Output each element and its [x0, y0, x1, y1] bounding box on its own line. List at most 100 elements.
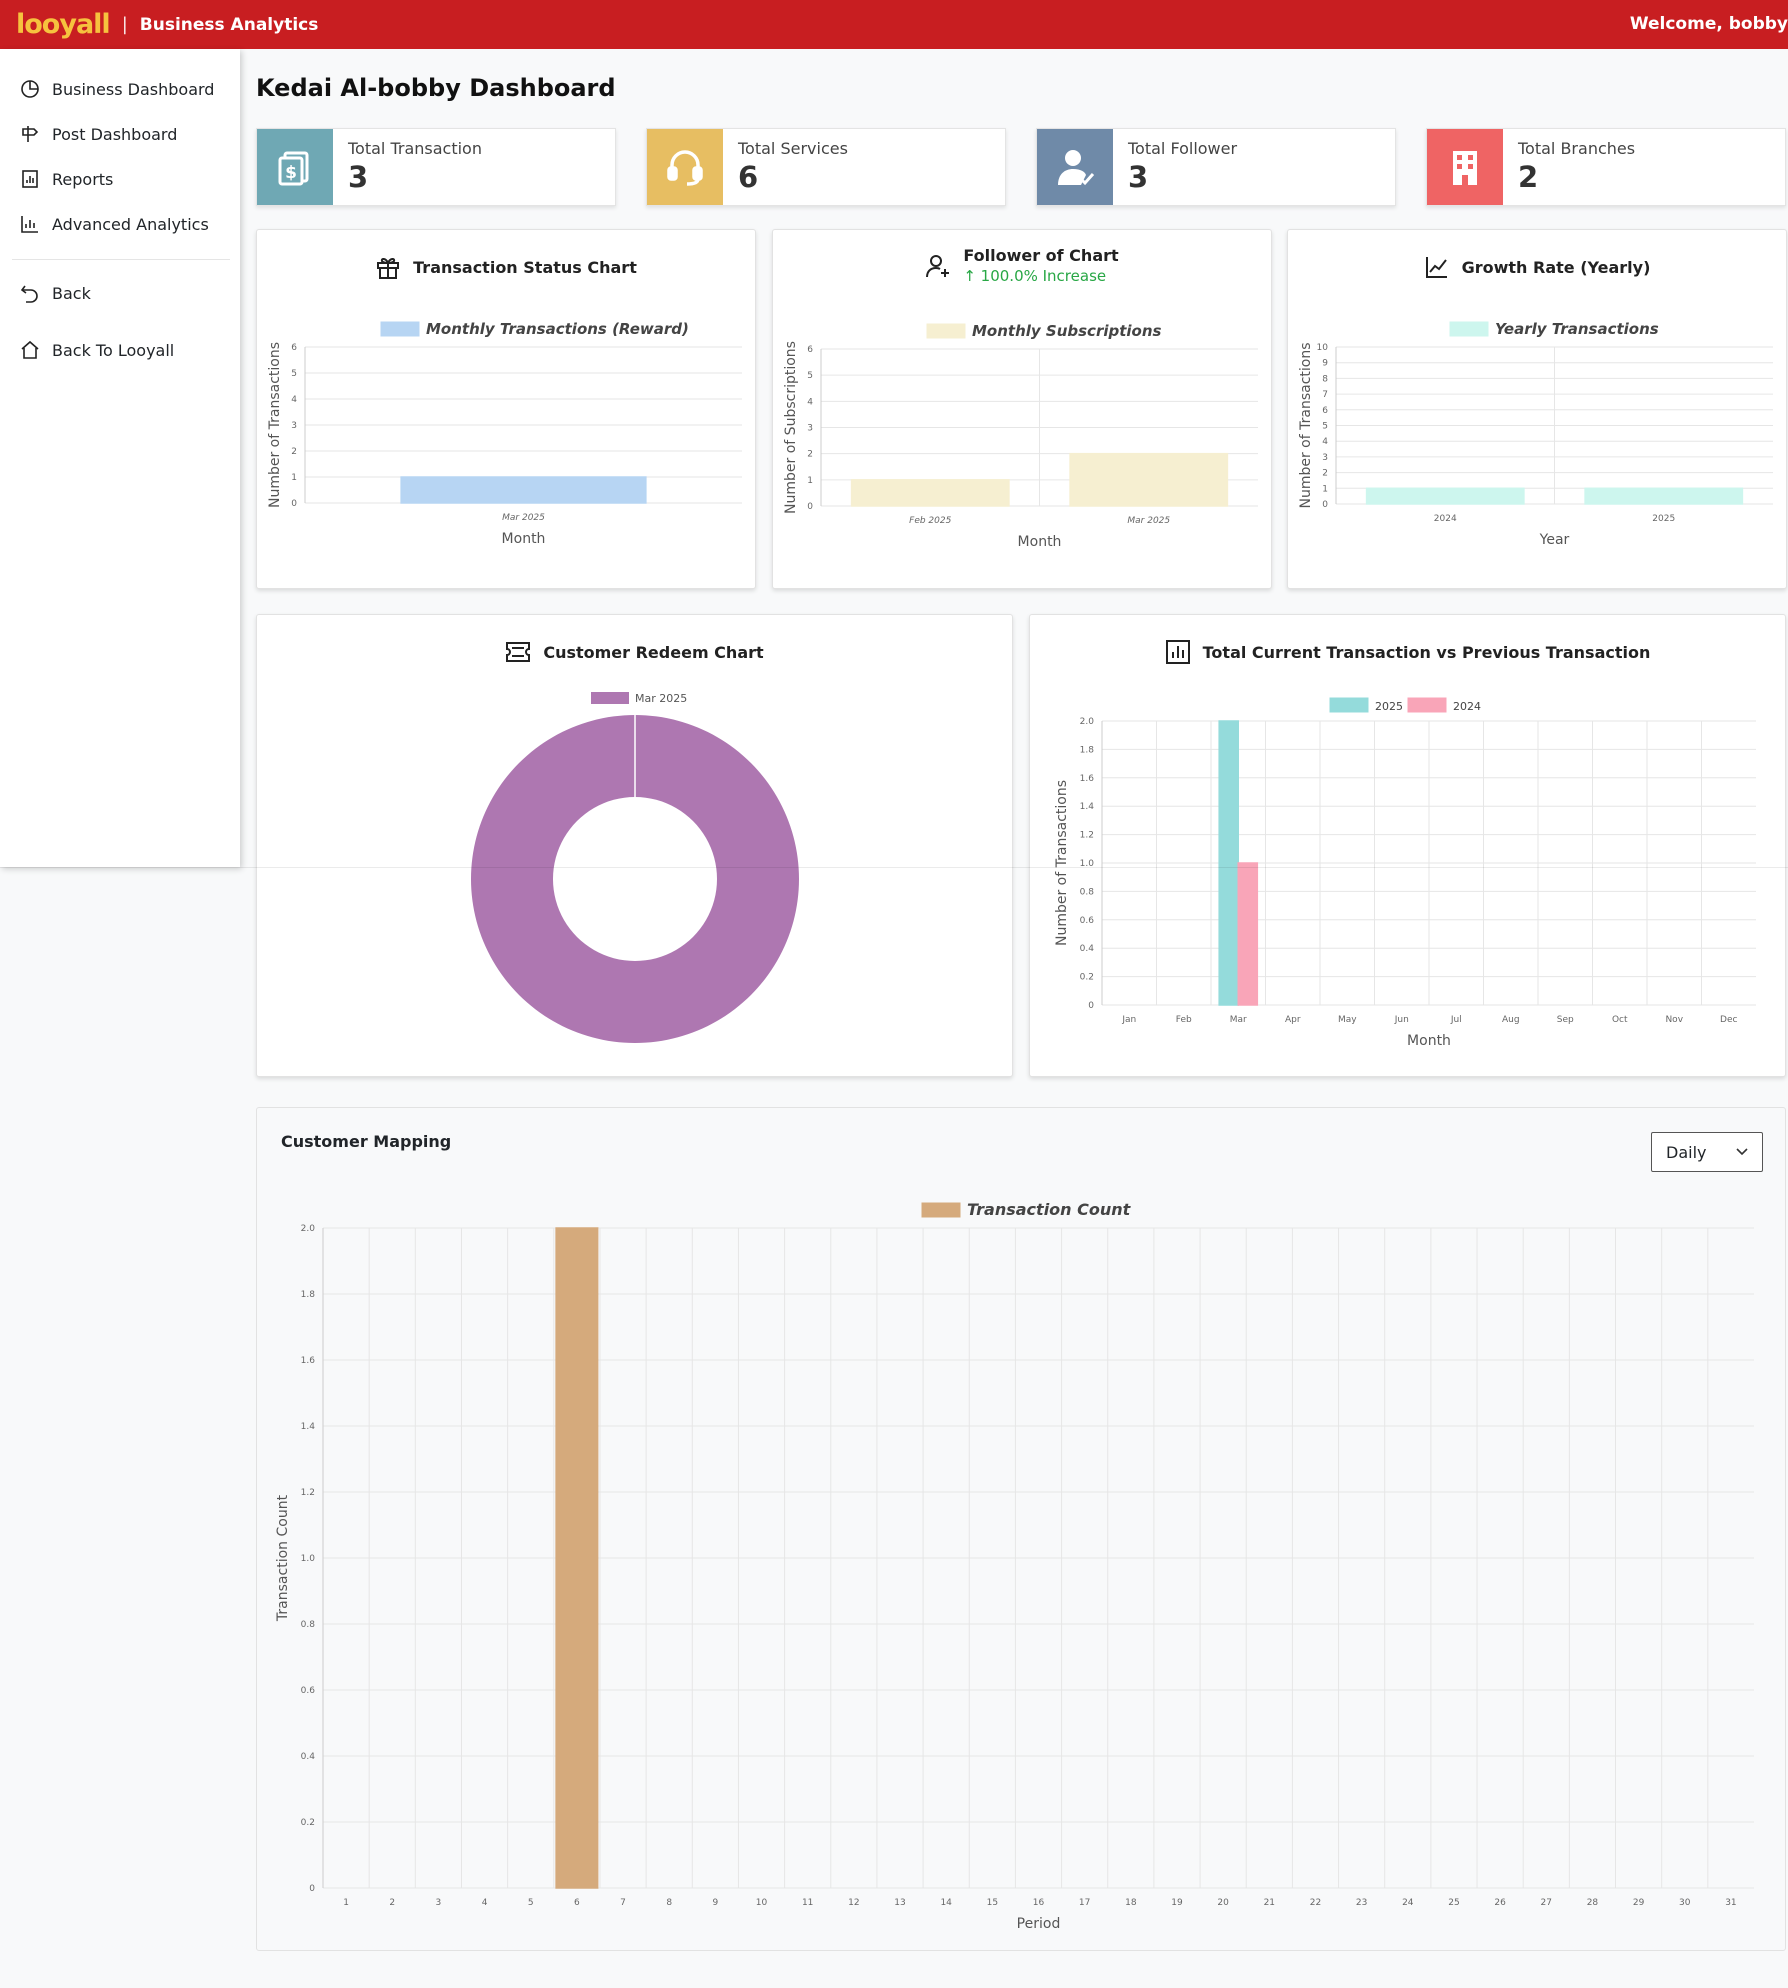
ticket-icon [506, 642, 531, 662]
y-tick-label: 2.0 [1080, 717, 1095, 727]
y-tick-label: 2.0 [301, 1224, 316, 1234]
x-tick-label: 29 [1633, 1898, 1645, 1908]
svg-text:$: $ [285, 163, 297, 183]
y-axis-title: Number of Transactions [1054, 780, 1070, 946]
x-tick-label: Mar 2025 [1127, 516, 1170, 526]
donut-slice [470, 715, 799, 1043]
sidebar-item-reports[interactable]: Reports [20, 169, 113, 189]
money-icon: $ [278, 151, 309, 186]
x-tick-label: 27 [1541, 1898, 1552, 1908]
y-tick-label: 2 [1322, 469, 1328, 479]
user-check-icon [1058, 150, 1095, 186]
sidebar-item-post-dashboard[interactable]: Post Dashboard [20, 124, 177, 144]
y-tick-label: 3 [291, 421, 297, 431]
x-axis-title: Period [1017, 1916, 1061, 1932]
x-tick-label: 5 [528, 1898, 534, 1908]
y-tick-label: 6 [1322, 406, 1328, 416]
bar [1237, 862, 1259, 1006]
x-tick-label: Nov [1665, 1015, 1683, 1025]
user-plus-icon [926, 254, 950, 277]
x-tick-label: 16 [1033, 1898, 1045, 1908]
gift-icon [377, 257, 400, 279]
transaction-status-card: Transaction Status Chart Monthly Transac… [256, 229, 756, 589]
sidebar-item-label: Post Dashboard [52, 124, 178, 144]
y-tick-label: 6 [291, 343, 297, 353]
y-tick-label: 1.0 [301, 1554, 316, 1564]
y-tick-label: 0.6 [301, 1686, 316, 1696]
x-tick-label: Oct [1612, 1015, 1628, 1025]
x-tick-label: 21 [1264, 1898, 1275, 1908]
report-icon [22, 170, 38, 188]
x-tick-label: 25 [1448, 1898, 1459, 1908]
y-tick-label: 0.8 [301, 1620, 316, 1630]
x-tick-label: 10 [756, 1898, 768, 1908]
card-header: Follower of Chart ↑ 100.0% Increase [773, 246, 1271, 285]
legend-label: 2025 [1375, 700, 1403, 713]
stat-icon-box [1427, 129, 1503, 205]
undo-icon [20, 285, 38, 303]
legend-swatch [926, 323, 966, 339]
card-title: Customer Redeem Chart [543, 642, 764, 662]
legend-label: Transaction Count [967, 1200, 1132, 1219]
y-tick-label: 4 [291, 395, 297, 405]
card-title: Follower of Chart [963, 246, 1119, 265]
period-select[interactable]: Daily [1651, 1132, 1763, 1172]
y-tick-label: 0 [291, 499, 297, 509]
y-tick-label: 7 [1322, 390, 1328, 400]
x-tick-label: 11 [802, 1898, 813, 1908]
sidebar-item-back-to-looyall[interactable]: Back To Looyall [20, 340, 174, 360]
legend-swatch [380, 321, 420, 337]
card-title: Total Current Transaction vs Previous Tr… [1202, 642, 1651, 662]
x-tick-label: 22 [1310, 1898, 1321, 1908]
pie-chart-icon [21, 80, 39, 98]
x-tick-label: Feb [1176, 1015, 1192, 1025]
sidebar-item-advanced-analytics[interactable]: Advanced Analytics [20, 214, 209, 234]
card-title: Transaction Status Chart [413, 257, 637, 277]
stat-card-total-follower: Total Follower 3 [1036, 128, 1396, 206]
bar [555, 1227, 599, 1889]
sidebar-item-business-dashboard[interactable]: Business Dashboard [20, 79, 214, 99]
legend-label: Mar 2025 [635, 692, 687, 705]
line-chart-icon [1425, 257, 1447, 278]
x-tick-label: 23 [1356, 1898, 1367, 1908]
y-tick-label: 1.4 [301, 1422, 316, 1432]
follower-chart: Monthly Subscriptions 0 1 2 3 4 5 6 Feb 2025 Mar … [783, 322, 1258, 550]
stat-icon-box [1037, 129, 1113, 205]
welcome-text[interactable]: Welcome, bobby [1629, 14, 1788, 34]
y-tick-label: 3 [1322, 453, 1328, 463]
x-tick-label: 15 [987, 1898, 998, 1908]
y-axis-title: Transaction Count [275, 1494, 291, 1622]
x-tick-label: 30 [1679, 1898, 1691, 1908]
y-tick-label: 6 [807, 345, 813, 355]
sidebar-item-back[interactable]: Back [20, 283, 91, 303]
bar [1218, 720, 1240, 1006]
x-tick-label: 7 [620, 1898, 626, 1908]
stat-card-total-branches: Total Branches 2 [1426, 128, 1786, 206]
customer-mapping-chart: Transaction Count 0 0.2 0.4 0.6 0.8 1.0 1.2 1.4 1… [275, 1200, 1754, 1932]
stat-icon-box: $ [257, 129, 333, 205]
top-bar: looyall | Business Analytics Welcome, bo… [0, 0, 1788, 49]
legend-label: Yearly Transactions [1495, 320, 1659, 338]
y-tick-label: 2 [291, 447, 297, 457]
looyall-logo[interactable]: looyall [16, 9, 111, 40]
sidebar-item-label: Advanced Analytics [52, 214, 209, 234]
stat-label: Total Follower [1128, 139, 1238, 158]
sidebar-item-label: Reports [52, 169, 114, 189]
headset-icon [667, 150, 703, 186]
y-tick-label: 0 [807, 502, 813, 512]
stat-card-total-services: Total Services 6 [646, 128, 1006, 206]
legend-swatch [1407, 697, 1447, 713]
sidebar: Business Dashboard Post Dashboard Report… [0, 49, 240, 867]
x-axis-title: Month [1407, 1033, 1451, 1049]
x-tick-label: Jul [1450, 1015, 1462, 1025]
customer-mapping-card: Customer Mapping Daily Transaction Count… [256, 1107, 1786, 1951]
card-title: Growth Rate (Yearly) [1461, 257, 1651, 277]
y-tick-label: 5 [291, 369, 297, 379]
x-tick-label: 2 [389, 1898, 395, 1908]
x-tick-label: 31 [1725, 1898, 1736, 1908]
y-tick-label: 1.6 [1080, 774, 1095, 784]
building-icon [1453, 151, 1477, 185]
page-title: Kedai Al-bobby Dashboard [256, 74, 616, 102]
comparison-chart: 2025 2024 0 0.2 0.4 0.6 0.8 1.0 1.2 1.4 1.6 1.8 2.0 J… [1054, 697, 1756, 1049]
x-tick-label: 1 [343, 1898, 349, 1908]
